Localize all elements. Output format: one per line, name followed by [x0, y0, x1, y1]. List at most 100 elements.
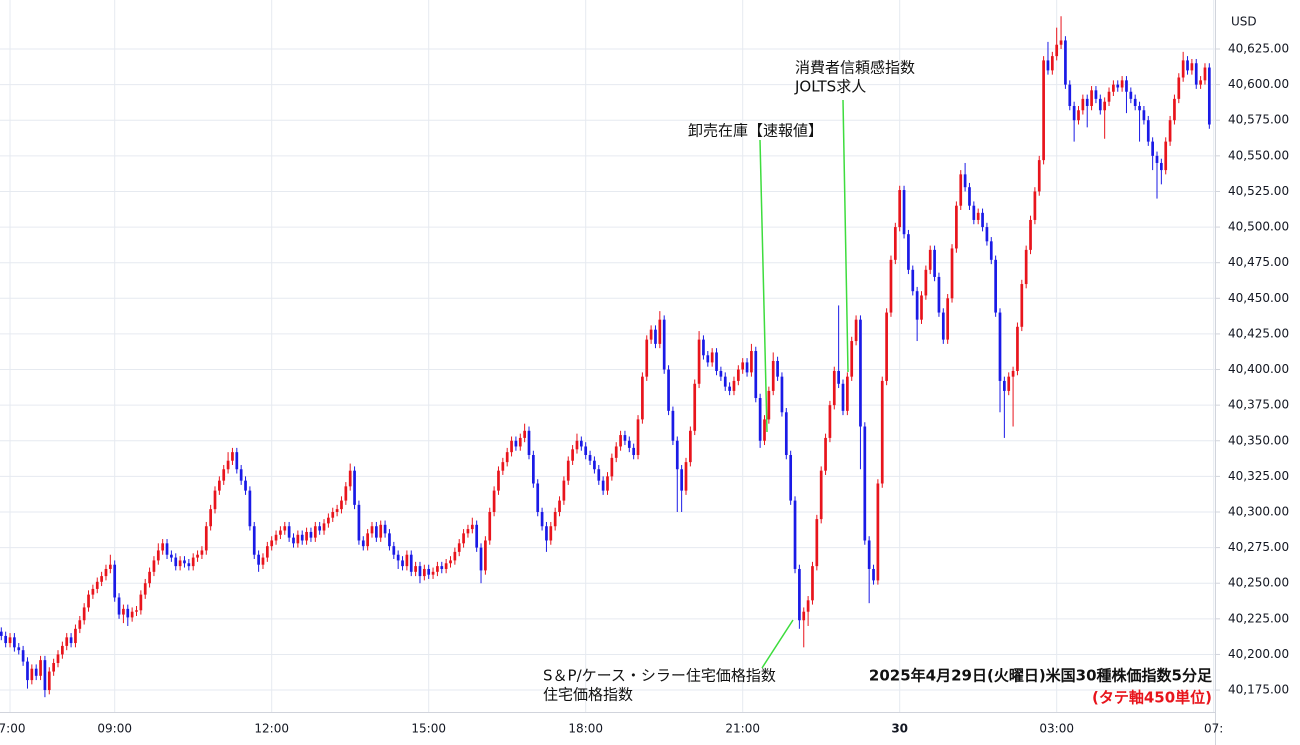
- y-tick-label: 40,350.00: [1228, 433, 1289, 447]
- candle-body: [619, 435, 622, 447]
- candles: [0, 16, 1211, 698]
- candle-body: [1112, 84, 1115, 92]
- candle-body: [1107, 91, 1111, 102]
- candle-body: [815, 519, 819, 567]
- candle-body: [449, 560, 452, 564]
- y-tick-label: 40,325.00: [1228, 469, 1289, 483]
- candle-body: [100, 576, 103, 582]
- candle-body: [1077, 110, 1080, 121]
- candle-body: [1003, 380, 1006, 391]
- candle-body: [279, 530, 282, 535]
- candle-body: [1190, 63, 1194, 71]
- x-tick-label: 7:00: [0, 722, 25, 736]
- candle-body: [78, 620, 82, 629]
- candle-body: [893, 227, 897, 260]
- annotation-text: 卸売在庫【速報値】: [688, 122, 823, 140]
- candle-body: [736, 369, 740, 381]
- candle-body: [723, 376, 727, 387]
- candle-body: [444, 563, 448, 569]
- candle-body: [91, 588, 95, 595]
- candle-body: [470, 524, 474, 530]
- annotation-leader: [759, 139, 768, 433]
- y-tick-label: 40,625.00: [1228, 42, 1289, 56]
- candle-body: [963, 174, 967, 188]
- candle-body: [540, 511, 544, 527]
- candle-body: [841, 383, 845, 411]
- candle-body: [854, 319, 858, 342]
- candle-body: [1151, 141, 1154, 156]
- candle-body: [69, 637, 73, 644]
- candle-body: [248, 490, 252, 527]
- candle-body: [1081, 98, 1085, 111]
- candle-body: [117, 597, 121, 615]
- y-tick-label: 40,450.00: [1228, 291, 1289, 305]
- candle-body: [313, 526, 317, 538]
- y-tick-label: 40,475.00: [1228, 255, 1289, 269]
- candle-body: [610, 457, 614, 477]
- candle-body: [1072, 105, 1076, 121]
- candle-body: [850, 341, 854, 377]
- candle-body: [375, 526, 378, 538]
- candle-body: [204, 526, 208, 551]
- candle-body: [30, 668, 34, 681]
- y-tick-label: 40,400.00: [1228, 362, 1289, 376]
- candle-body: [261, 557, 265, 565]
- candle-body: [806, 600, 810, 612]
- candle-body: [252, 526, 256, 555]
- candle-body: [152, 560, 156, 572]
- candle-body: [1037, 160, 1041, 192]
- y-tick-label: 40,300.00: [1228, 504, 1289, 518]
- candle-body: [837, 370, 840, 384]
- candle-body: [488, 511, 492, 541]
- candle-body: [174, 557, 178, 567]
- x-tick-label: 07:: [1204, 722, 1223, 736]
- candle-body: [1090, 90, 1093, 106]
- candle-body: [82, 607, 86, 621]
- candle-body: [780, 376, 784, 413]
- candle-body: [436, 566, 439, 572]
- candle-body: [867, 540, 871, 569]
- annotation-text: JOLTS求人: [794, 78, 866, 96]
- candle-body: [584, 446, 588, 456]
- candle-body: [684, 462, 688, 491]
- candle-body: [946, 298, 950, 340]
- candle-body: [122, 608, 125, 615]
- candle-body: [379, 524, 383, 538]
- candle-body: [872, 568, 875, 581]
- candle-body: [758, 398, 762, 441]
- candle-body: [579, 440, 583, 447]
- candle-body: [87, 594, 90, 608]
- candle-body: [1194, 63, 1198, 85]
- candle-body: [305, 531, 308, 541]
- x-tick-label: 09:00: [97, 722, 132, 736]
- candle-body: [527, 430, 531, 456]
- candle-body: [353, 470, 356, 505]
- y-tick-label: 40,425.00: [1228, 326, 1289, 340]
- candle-body: [13, 637, 16, 648]
- candle-body: [274, 534, 278, 541]
- candle-body: [95, 581, 99, 589]
- candle-body: [819, 470, 823, 520]
- candle-body: [283, 526, 287, 531]
- candle-body: [981, 212, 984, 228]
- candle-body: [671, 410, 675, 441]
- candle-body: [427, 568, 431, 575]
- x-tick-label: 03:00: [1039, 722, 1074, 736]
- candle-body: [915, 291, 919, 320]
- y-tick-label: 40,600.00: [1228, 77, 1289, 91]
- candle-body: [571, 449, 574, 461]
- candle-body: [689, 430, 692, 463]
- candle-body: [562, 480, 566, 501]
- candle-body: [440, 566, 444, 569]
- candle-body: [501, 462, 505, 471]
- candle-body: [728, 386, 731, 391]
- candle-body: [34, 668, 38, 676]
- candle-body: [361, 540, 365, 547]
- candle-body: [139, 594, 143, 611]
- candle-body: [484, 540, 487, 571]
- candle-body: [597, 469, 601, 481]
- candle-body: [710, 352, 714, 363]
- y-tick-label: 40,550.00: [1228, 148, 1289, 162]
